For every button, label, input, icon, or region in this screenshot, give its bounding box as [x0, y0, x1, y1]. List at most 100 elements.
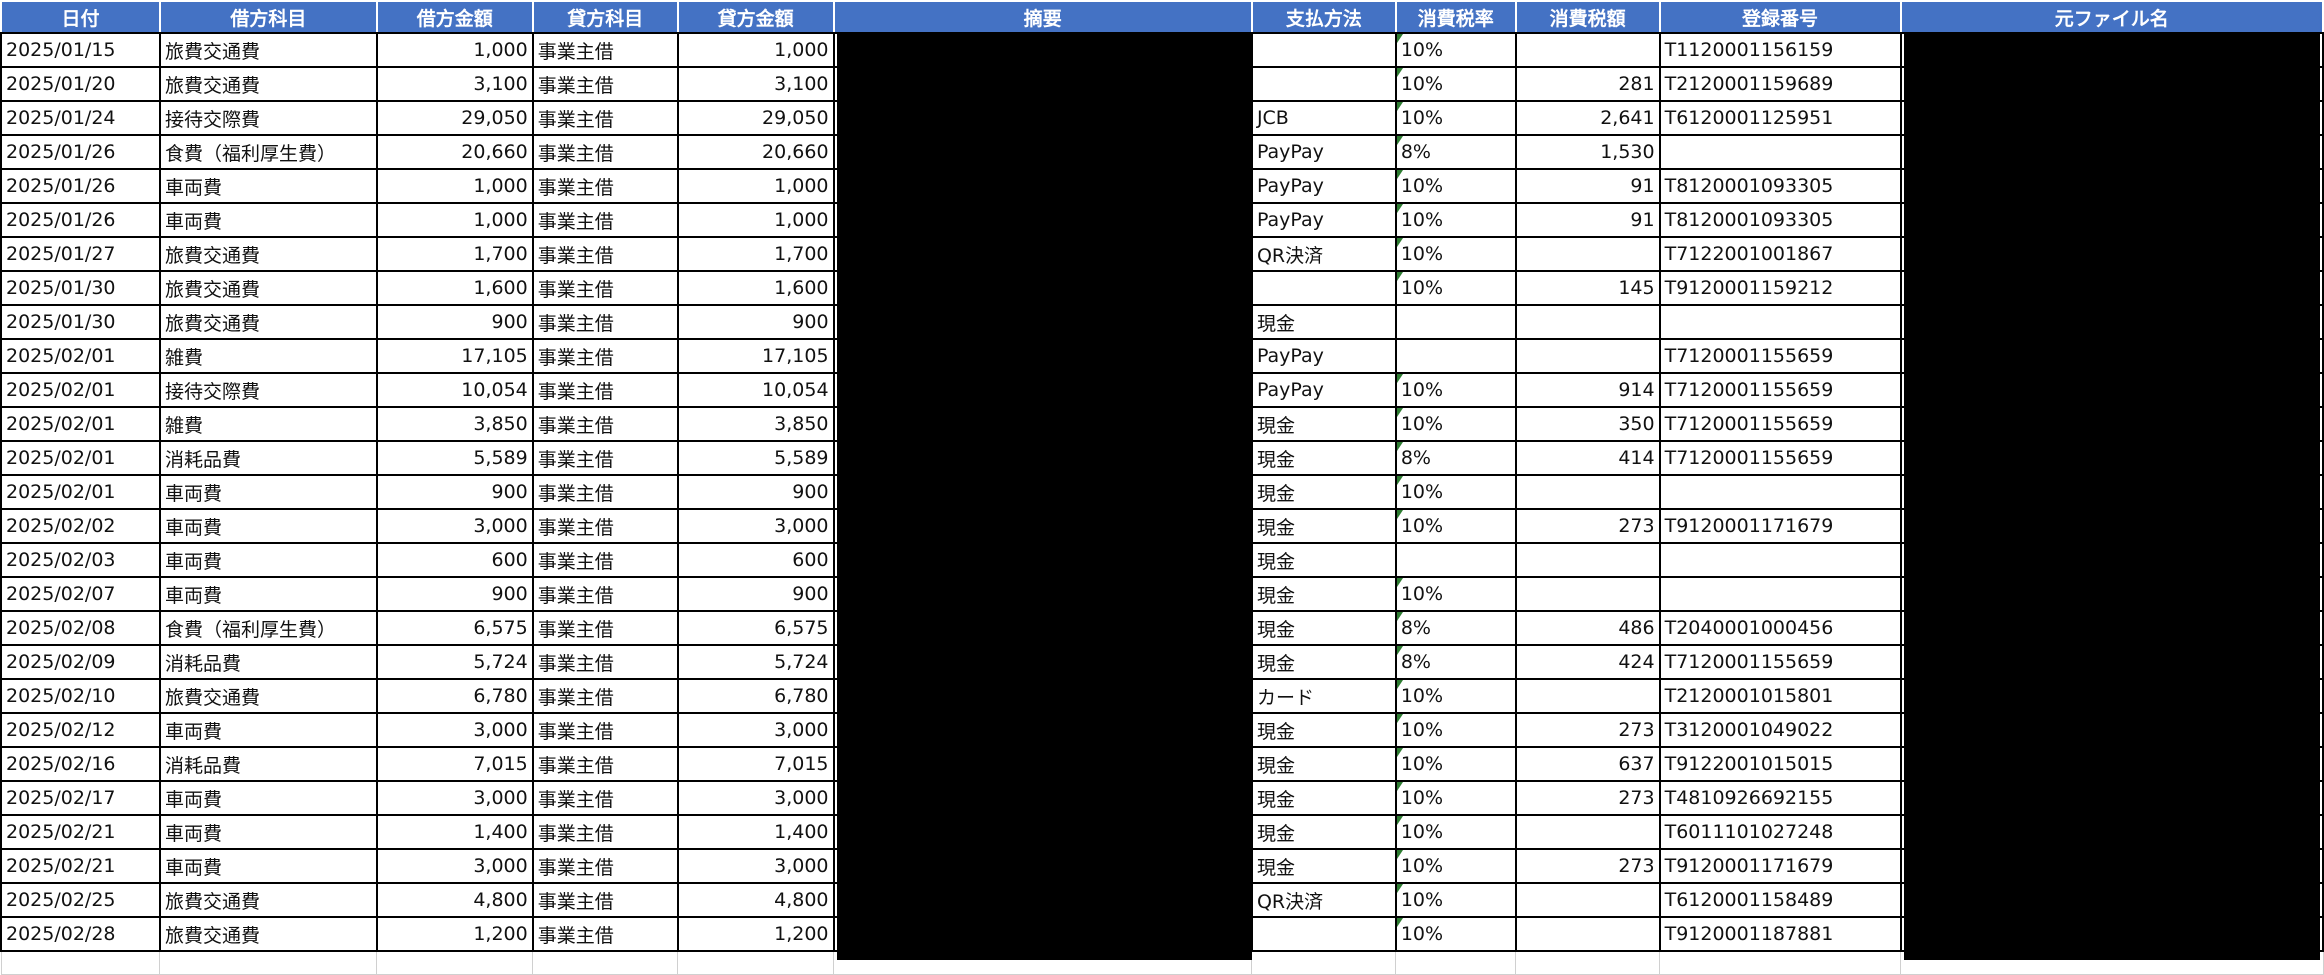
cell-tax-amount[interactable]: 273 [1514, 848, 1661, 884]
cell-tax-amount[interactable] [1514, 474, 1661, 510]
cell-debit-account[interactable]: 旅費交通費 [158, 882, 378, 918]
cell-tax-amount[interactable]: 273 [1514, 780, 1661, 816]
cell-credit-account[interactable]: 事業主借 [531, 644, 679, 680]
cell-debit-account[interactable]: 消耗品費 [158, 440, 378, 476]
cell-credit-account[interactable]: 事業主借 [531, 712, 679, 748]
cell-tax-rate[interactable]: 10% [1394, 916, 1517, 952]
cell-tax-amount[interactable] [1514, 338, 1661, 374]
cell-debit-amount[interactable]: 7,015 [375, 746, 534, 782]
cell-credit-account[interactable]: 事業主借 [531, 882, 679, 918]
cell-payment-method[interactable]: 現金 [1250, 542, 1397, 578]
cell-date[interactable]: 2025/02/09 [0, 644, 161, 680]
empty-cell[interactable] [0, 950, 161, 975]
cell-credit-amount[interactable]: 900 [676, 576, 835, 612]
cell-debit-amount[interactable]: 3,000 [375, 780, 534, 816]
cell-tax-amount[interactable] [1514, 32, 1661, 68]
cell-debit-amount[interactable]: 10,054 [375, 372, 534, 408]
cell-payment-method[interactable]: カード [1250, 678, 1397, 714]
cell-payment-method[interactable]: PayPay [1250, 202, 1397, 238]
cell-credit-amount[interactable]: 3,000 [676, 508, 835, 544]
cell-payment-method[interactable]: QR決済 [1250, 882, 1397, 918]
cell-credit-amount[interactable]: 1,700 [676, 236, 835, 272]
column-header-credit-account[interactable]: 貸方科目 [531, 0, 679, 34]
cell-payment-method[interactable]: 現金 [1250, 848, 1397, 884]
cell-registration-number[interactable]: T6011101027248 [1658, 814, 1902, 850]
cell-debit-account[interactable]: 食費（福利厚生費） [158, 134, 378, 170]
cell-registration-number[interactable] [1658, 304, 1902, 340]
cell-payment-method[interactable]: 現金 [1250, 508, 1397, 544]
cell-registration-number[interactable]: T7120001155659 [1658, 440, 1902, 476]
cell-tax-rate[interactable]: 10% [1394, 848, 1517, 884]
cell-debit-account[interactable]: 接待交際費 [158, 100, 378, 136]
cell-registration-number[interactable] [1658, 542, 1902, 578]
cell-debit-amount[interactable]: 1,200 [375, 916, 534, 952]
cell-debit-amount[interactable]: 1,000 [375, 202, 534, 238]
cell-tax-rate[interactable]: 10% [1394, 780, 1517, 816]
cell-registration-number[interactable]: T9120001187881 [1658, 916, 1902, 952]
cell-credit-account[interactable]: 事業主借 [531, 780, 679, 816]
cell-date[interactable]: 2025/02/01 [0, 372, 161, 408]
cell-debit-account[interactable]: 旅費交通費 [158, 270, 378, 306]
cell-credit-account[interactable]: 事業主借 [531, 440, 679, 476]
empty-cell[interactable] [376, 950, 534, 975]
cell-debit-amount[interactable]: 4,800 [375, 882, 534, 918]
cell-credit-amount[interactable]: 1,200 [676, 916, 835, 952]
cell-credit-amount[interactable]: 900 [676, 474, 835, 510]
cell-tax-amount[interactable] [1514, 576, 1661, 612]
cell-date[interactable]: 2025/02/03 [0, 542, 161, 578]
cell-debit-account[interactable]: 車両費 [158, 814, 378, 850]
column-header-debit-amount[interactable]: 借方金額 [375, 0, 534, 34]
cell-registration-number[interactable]: T7120001155659 [1658, 338, 1902, 374]
cell-tax-rate[interactable]: 10% [1394, 372, 1517, 408]
cell-tax-amount[interactable]: 637 [1514, 746, 1661, 782]
cell-tax-rate[interactable]: 10% [1394, 814, 1517, 850]
cell-registration-number[interactable]: T9120001159212 [1658, 270, 1902, 306]
empty-cell[interactable] [677, 950, 835, 975]
cell-date[interactable]: 2025/01/26 [0, 168, 161, 204]
cell-date[interactable]: 2025/01/26 [0, 134, 161, 170]
cell-credit-amount[interactable]: 1,000 [676, 202, 835, 238]
cell-debit-amount[interactable]: 17,105 [375, 338, 534, 374]
cell-registration-number[interactable]: T2120001015801 [1658, 678, 1902, 714]
cell-registration-number[interactable] [1658, 576, 1902, 612]
cell-payment-method[interactable]: 現金 [1250, 576, 1397, 612]
cell-date[interactable]: 2025/01/30 [0, 270, 161, 306]
cell-debit-amount[interactable]: 3,850 [375, 406, 534, 442]
cell-credit-account[interactable]: 事業主借 [531, 202, 679, 238]
cell-tax-amount[interactable] [1514, 542, 1661, 578]
cell-credit-amount[interactable]: 1,400 [676, 814, 835, 850]
cell-credit-amount[interactable]: 600 [676, 542, 835, 578]
cell-credit-amount[interactable]: 3,000 [676, 848, 835, 884]
cell-tax-amount[interactable] [1514, 236, 1661, 272]
cell-registration-number[interactable]: T7120001155659 [1658, 644, 1902, 680]
cell-payment-method[interactable]: JCB [1250, 100, 1397, 136]
cell-debit-account[interactable]: 車両費 [158, 508, 378, 544]
cell-tax-amount[interactable]: 281 [1514, 66, 1661, 102]
cell-credit-account[interactable]: 事業主借 [531, 576, 679, 612]
cell-credit-amount[interactable]: 5,724 [676, 644, 835, 680]
cell-tax-rate[interactable]: 8% [1394, 440, 1517, 476]
cell-tax-rate[interactable]: 10% [1394, 406, 1517, 442]
cell-date[interactable]: 2025/02/21 [0, 848, 161, 884]
cell-date[interactable]: 2025/01/15 [0, 32, 161, 68]
cell-debit-amount[interactable]: 3,000 [375, 508, 534, 544]
cell-credit-amount[interactable]: 29,050 [676, 100, 835, 136]
cell-credit-amount[interactable]: 5,589 [676, 440, 835, 476]
cell-registration-number[interactable]: T8120001093305 [1658, 202, 1902, 238]
cell-registration-number[interactable]: T9120001171679 [1658, 508, 1902, 544]
cell-registration-number[interactable]: T9120001171679 [1658, 848, 1902, 884]
cell-credit-amount[interactable]: 10,054 [676, 372, 835, 408]
cell-tax-amount[interactable]: 2,641 [1514, 100, 1661, 136]
cell-payment-method[interactable] [1250, 916, 1397, 952]
column-header-summary[interactable]: 摘要 [832, 0, 1253, 34]
cell-debit-account[interactable]: 車両費 [158, 848, 378, 884]
cell-credit-amount[interactable]: 3,000 [676, 712, 835, 748]
cell-debit-amount[interactable]: 3,000 [375, 848, 534, 884]
cell-tax-rate[interactable]: 10% [1394, 202, 1517, 238]
cell-tax-rate[interactable]: 10% [1394, 746, 1517, 782]
cell-tax-rate[interactable]: 10% [1394, 474, 1517, 510]
cell-credit-amount[interactable]: 1,000 [676, 168, 835, 204]
cell-date[interactable]: 2025/02/12 [0, 712, 161, 748]
cell-date[interactable]: 2025/02/08 [0, 610, 161, 646]
cell-tax-amount[interactable]: 424 [1514, 644, 1661, 680]
